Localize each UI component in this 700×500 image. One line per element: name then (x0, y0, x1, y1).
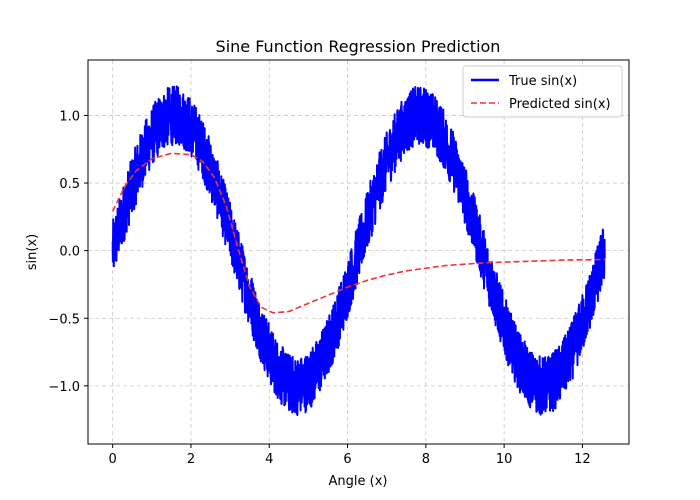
y-tick-label: −1.0 (48, 380, 80, 395)
x-tick-label: 12 (574, 452, 591, 467)
x-tick-label: 6 (343, 452, 351, 467)
plot-series (111, 85, 606, 417)
legend-box (462, 65, 623, 118)
y-tick-label: 1.0 (59, 109, 80, 124)
x-axis-label: Angle (x) (329, 474, 388, 489)
true-sine-line (111, 85, 606, 417)
y-tick-label: −0.5 (48, 312, 80, 327)
plot-frame (87, 59, 630, 445)
y-tick-label: 0.5 (59, 177, 80, 192)
legend: True sin(x) Predicted sin(x) (462, 65, 623, 118)
x-tick-label: 8 (422, 452, 430, 467)
x-tick-label: 4 (265, 452, 273, 467)
y-axis-label: sin(x) (25, 234, 40, 270)
x-tick-label: 10 (496, 452, 513, 467)
y-tick-label: 0.0 (59, 245, 80, 260)
predicted-sine-line (111, 152, 605, 314)
legend-label-true: True sin(x) (508, 74, 577, 89)
x-tick-label: 2 (187, 452, 195, 467)
axis-ticks: 0 2 4 6 8 10 12 −1.0 −0.5 0.0 0.5 1.0 (48, 109, 590, 467)
legend-label-predicted: Predicted sin(x) (509, 97, 611, 112)
x-tick-label: 0 (109, 452, 117, 467)
chart-title: Sine Function Regression Prediction (216, 37, 501, 56)
